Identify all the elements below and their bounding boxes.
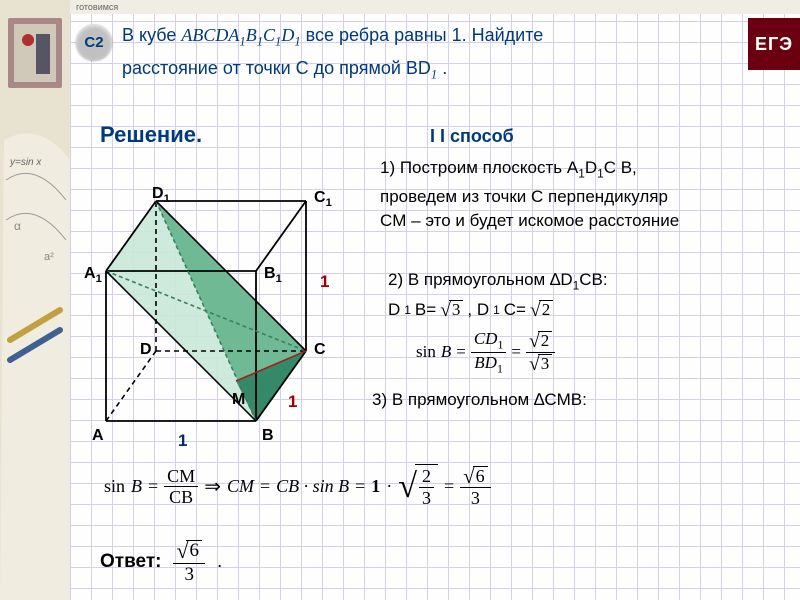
frac-cd1-bd1: CD1 BD1 [471,330,507,375]
txt: CM – это и будет искомое расстояние [380,211,679,230]
txt: B [131,476,142,497]
final-formula: sin B = CM CB ⇒ CM = CB · sin B = 1 · √ … [104,464,784,510]
txt: sin [416,340,436,364]
txt: . [437,58,447,78]
txt: 2) В прямоугольном ∆D [388,270,573,289]
step3-text: 3) В прямоугольном ∆CMB: [372,388,792,412]
txt: D [281,25,294,45]
txt: B= [415,298,436,322]
step2b-text: D1B= √3 , D1C= √2 [388,298,788,322]
vertex-B: B [262,427,274,445]
txt: = [148,476,158,497]
sub: 1 [493,298,500,322]
left-sidebar: y=sin x α a² [0,0,70,600]
method-heading: I I способ [430,126,514,147]
txt: D [388,298,400,322]
step2-formula: sin B = CD1 BD1 = √2 √3 [416,330,555,375]
txt: проведем из точки C перпендикуляр [380,187,668,206]
txt: B [246,25,257,45]
svg-text:a²: a² [44,251,54,263]
ege-badge: ЕГЭ [748,18,800,70]
cube-diagram: ABCDA1B1C1D1M111 [88,156,358,456]
ege-label: ЕГЭ [755,34,793,55]
txt: В кубе [122,25,181,45]
badge-label: С2 [84,34,103,51]
txt: , D [467,298,489,322]
topbar-label: готовимся [76,2,118,12]
vertex-M: M [232,391,245,409]
txt: C B, [604,158,637,177]
sub: 1 [404,298,411,322]
page-root: y=sin x α a² готовимся С2 ЕГЭ В кубе ABC… [0,0,800,600]
answer-label: Ответ: [100,551,161,573]
problem-statement: В кубе ABCDA1B1C1D1 все ребра равны 1. Н… [122,22,742,87]
sidebar-decor: y=sin x α a² [0,0,70,600]
txt: 1) Построим плоскость A [380,158,578,177]
txt: = [260,476,270,497]
txt: = [355,476,365,497]
sqrt3: √3 [440,300,463,320]
txt: CM [227,476,254,497]
sub: 1 [578,166,585,180]
txt: все ребра равны 1. Найдите [301,25,544,45]
step2-text: 2) В прямоугольном ∆D1CB: [388,268,788,297]
vertex-D: D [140,341,152,359]
vertex-D1: D1 [152,185,170,205]
step1-text: 1) Построим плоскость A1D1C B, проведем … [380,156,800,233]
vertex-C: C [314,341,326,359]
txt: = [444,476,454,497]
edge-label: 1 [320,272,329,292]
svg-text:α: α [14,219,21,233]
vertex-B1: B1 [264,265,282,285]
top-bar: готовимся [70,0,800,14]
txt: C= [504,298,526,322]
edge-label: 1 [288,392,297,412]
txt: 3) В прямоугольном ∆CMB: [372,390,587,409]
txt: · [386,476,392,497]
txt: C [263,25,275,45]
frac-sqrt6-3: √6 3 [460,466,490,509]
sqrt2: √2 [530,300,553,320]
problem-badge: С2 [76,24,112,60]
vertex-A: A [92,427,104,445]
frac-cm-cb: CM CB [164,467,198,508]
txt: = [456,340,466,364]
txt: D [585,158,597,177]
edge-label: 1 [178,431,187,451]
solution-heading: Решение. [100,122,202,148]
txt: ABCDA [181,25,239,45]
txt: 1 [371,476,380,497]
txt: CB: [579,270,607,289]
txt: CB · sin B [276,476,349,497]
answer-frac: √6 3 [173,540,205,585]
frac-sqrt2-sqrt3: √2 √3 [526,331,555,373]
vertex-A1: A1 [84,265,102,285]
txt: sin [104,476,125,497]
answer-row: Ответ: √6 3 . [100,540,222,585]
txt: расстояние от точки С до прямой BD [122,58,431,78]
sub: 1 [597,166,604,180]
arrow-icon: ⇒ [204,474,221,499]
vertex-C1: C1 [314,189,332,209]
sqrt-frac-23: √ 2 3 [398,464,438,510]
txt: . [217,551,222,573]
txt: B [441,340,451,364]
svg-text:y=sin x: y=sin x [9,157,42,168]
txt: = [511,340,521,364]
